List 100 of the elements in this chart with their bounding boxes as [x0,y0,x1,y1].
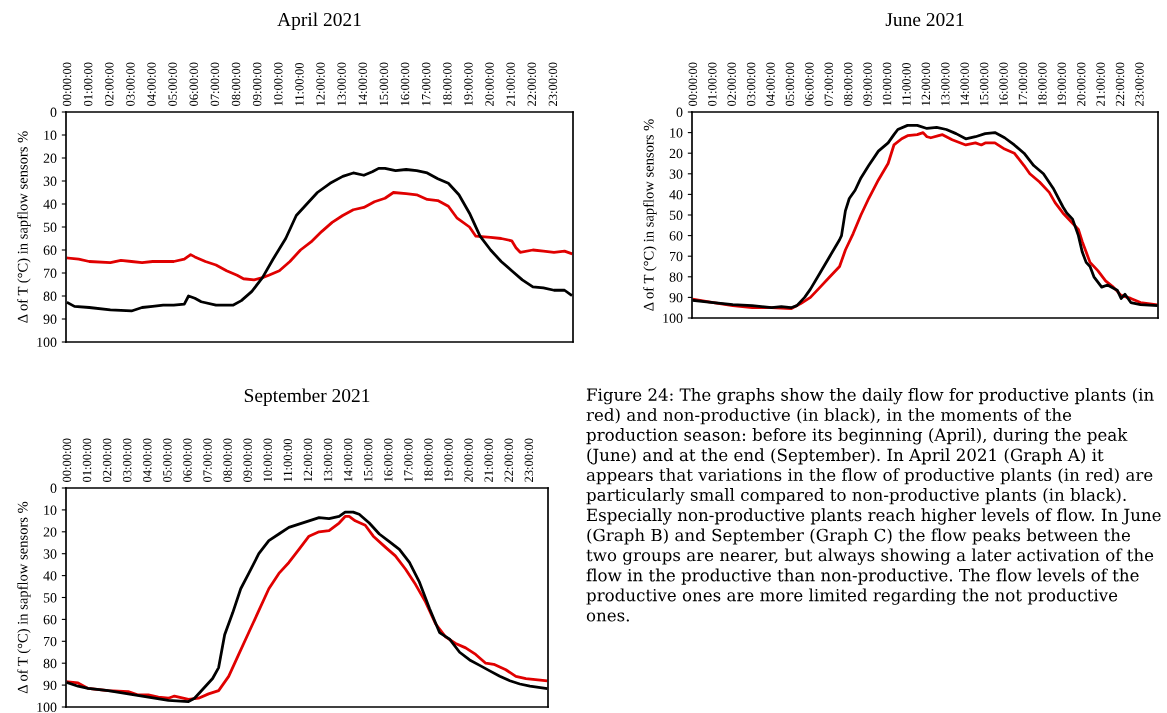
y-tick-label: 50 [43,593,57,603]
x-tick-label: 04:00:00 [147,62,156,106]
x-tick-label: 04:00:00 [766,62,775,106]
y-tick-label: 80 [43,291,57,301]
x-tick-label: 02:00:00 [102,438,112,482]
x-tick-label: 12:00:00 [316,62,325,106]
x-tick-label: 16:00:00 [384,438,393,482]
x-tick-label: 19:00:00 [444,438,453,482]
x-tick-label: 13:00:00 [941,62,950,106]
x-tick-label: 10:00:00 [263,438,273,482]
x-tick-label: 23:00:00 [1135,62,1144,106]
x-tick-label: 00:00:00 [62,62,72,106]
x-tick-label: 23:00:00 [524,438,534,482]
y-tick-label: 60 [43,245,57,255]
y-tick-label: 40 [669,189,683,200]
x-tick-label: 18:00:00 [1038,62,1047,106]
chart-title: April 2021 [277,12,361,31]
x-tick-label: 15:00:00 [379,62,389,106]
y-tick-label: 20 [669,148,683,159]
y-tick-label: 100 [37,702,57,712]
x-tick-label: 03:00:00 [746,62,756,106]
x-tick-label: 07:00:00 [210,62,220,106]
y-tick-label: 20 [43,153,57,163]
x-tick-label: 15:00:00 [979,62,989,106]
x-tick-label: 06:00:00 [183,438,192,482]
x-tick-label: 09:00:00 [863,62,872,106]
y-tick-label: 50 [669,210,683,220]
x-tick-label: 21:00:00 [1096,62,1105,106]
x-tick-label: 17:00:00 [404,438,413,482]
y-axis-title: Δ of T (°C) in sapflow sensors % [17,131,31,323]
x-tick-label: 10:00:00 [882,62,892,106]
x-tick-label: 17:00:00 [421,62,431,106]
y-tick-label: 0 [676,107,683,117]
x-tick-label: 01:00:00 [83,62,93,106]
x-tick-label: 08:00:00 [223,438,232,482]
x-tick-label: 16:00:00 [999,62,1008,106]
x-tick-label: 20:00:00 [485,62,494,106]
x-tick-label: 00:00:00 [62,438,72,482]
x-tick-label: 02:00:00 [105,62,114,106]
x-tick-label: 20:00:00 [464,438,473,482]
x-tick-label: 07:00:00 [824,62,834,106]
x-tick-label: 22:00:00 [527,62,537,106]
x-tick-label: 11:00:00 [902,62,911,106]
x-tick-label: 10:00:00 [274,62,283,106]
x-tick-label: 07:00:00 [203,438,212,482]
x-tick-label: 15:00:00 [363,438,373,482]
x-tick-label: 06:00:00 [189,62,199,106]
x-tick-label: 17:00:00 [1018,62,1028,106]
y-tick-label: 30 [669,169,683,179]
x-tick-label: 19:00:00 [1057,62,1067,106]
y-tick-label: 20 [43,527,57,537]
y-tick-label: 60 [669,231,683,241]
x-tick-label: 03:00:00 [126,62,135,106]
x-tick-label: 18:00:00 [443,62,452,106]
x-tick-label: 09:00:00 [243,438,252,482]
y-tick-label: 0 [50,107,57,117]
x-tick-label: 04:00:00 [143,438,152,482]
x-tick-label: 21:00:00 [484,438,493,482]
y-tick-label: 100 [37,337,57,347]
x-tick-label: 03:00:00 [122,438,132,482]
x-tick-label: 01:00:00 [82,438,92,482]
x-tick-label: 16:00:00 [400,62,410,106]
x-tick-label: 11:00:00 [295,62,304,106]
x-tick-label: 12:00:00 [303,438,313,482]
x-tick-label: 01:00:00 [708,62,717,106]
y-tick-label: 90 [43,314,57,324]
y-tick-label: 80 [43,658,57,669]
y-tick-label: 70 [44,636,57,647]
x-tick-label: 14:00:00 [358,62,368,106]
x-tick-label: 05:00:00 [168,62,177,106]
x-tick-label: 02:00:00 [727,62,736,106]
x-tick-label: 21:00:00 [506,62,515,106]
x-tick-label: 00:00:00 [688,62,698,106]
y-tick-label: 10 [44,505,57,515]
x-tick-label: 14:00:00 [343,438,353,482]
y-tick-label: 10 [670,128,683,138]
x-tick-label: 20:00:00 [1076,62,1086,106]
x-tick-label: 08:00:00 [843,62,853,106]
x-tick-label: 22:00:00 [1115,62,1125,106]
y-tick-label: 100 [663,313,683,323]
chart-title: September 2021 [244,388,370,407]
y-tick-label: 10 [44,130,57,140]
chart-title: June 2021 [885,12,964,27]
x-tick-label: 14:00:00 [960,62,969,106]
x-tick-label: 11:00:00 [283,438,293,482]
y-tick-label: 40 [43,199,57,209]
y-tick-label: 40 [43,571,57,581]
x-tick-label: 09:00:00 [252,62,262,106]
y-tick-label: 70 [44,268,57,278]
x-tick-label: 19:00:00 [464,62,473,106]
y-axis-title: Δ of T (°C) in sapflow sensors % [17,501,31,694]
x-tick-label: 06:00:00 [805,62,814,106]
y-tick-label: 90 [43,680,57,691]
x-tick-label: 05:00:00 [785,62,795,106]
y-tick-label: 90 [669,292,683,303]
x-tick-label: 08:00:00 [231,62,241,106]
x-tick-label: 13:00:00 [337,62,346,106]
y-tick-label: 60 [43,614,57,625]
y-tick-label: 30 [43,176,57,186]
y-tick-label: 50 [43,222,57,232]
